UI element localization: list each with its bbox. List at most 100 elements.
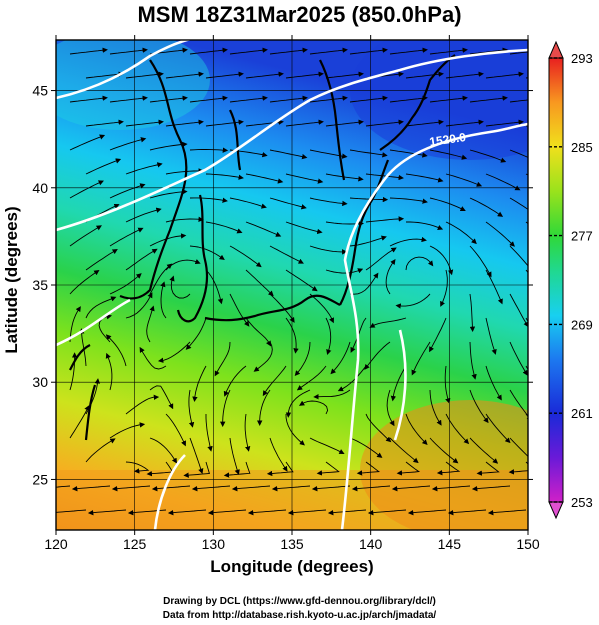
streamline xyxy=(429,149,468,160)
streamline xyxy=(309,245,348,255)
colorbar-min-arrow xyxy=(548,501,564,520)
streamline xyxy=(245,269,274,297)
streamline xyxy=(105,352,113,391)
streamline xyxy=(69,405,90,439)
streamline xyxy=(471,485,511,492)
streamline xyxy=(269,197,307,210)
streamline xyxy=(469,293,476,333)
streamline xyxy=(485,413,511,444)
streamline xyxy=(445,71,484,79)
streamline xyxy=(205,119,244,127)
streamline xyxy=(125,207,162,223)
coastlines xyxy=(69,54,456,441)
streamline xyxy=(429,389,442,426)
x-tick-label: 150 xyxy=(516,536,540,552)
streamline xyxy=(146,461,174,477)
streamline xyxy=(485,71,524,79)
streamline xyxy=(85,296,117,319)
x-tick-label: 130 xyxy=(202,536,226,552)
streamline xyxy=(69,225,102,247)
y-tick-label: 40 xyxy=(32,180,48,196)
streamline xyxy=(269,437,288,472)
streamline xyxy=(309,95,348,103)
streamline xyxy=(509,293,528,328)
streamline xyxy=(214,341,231,377)
streamline xyxy=(223,365,247,397)
streamline xyxy=(389,437,419,464)
streamline xyxy=(313,389,351,400)
streamline xyxy=(485,269,503,305)
streamline xyxy=(405,173,444,183)
streamline xyxy=(127,509,167,516)
streamline xyxy=(349,47,388,55)
streamline xyxy=(525,269,528,274)
streamline xyxy=(56,485,71,488)
streamline xyxy=(257,389,271,426)
streamline xyxy=(262,365,287,397)
streamline xyxy=(85,438,116,463)
colorbar-label: 253 xyxy=(571,495,593,510)
streamline xyxy=(429,197,466,212)
streamline xyxy=(109,273,142,295)
streamline xyxy=(223,461,251,478)
streamline xyxy=(183,461,210,478)
y-tick-label: 35 xyxy=(32,277,48,293)
streamline xyxy=(311,485,351,492)
streamline xyxy=(269,245,304,264)
streamline xyxy=(396,461,421,476)
streamline xyxy=(69,306,81,343)
streamline xyxy=(109,95,148,103)
streamline xyxy=(309,293,334,324)
streamline xyxy=(125,292,153,319)
streamline xyxy=(440,269,448,307)
streamline xyxy=(509,341,528,376)
streamline xyxy=(207,509,247,516)
streamline xyxy=(269,293,295,323)
streamline xyxy=(445,413,470,445)
credit-data: Data from http://database.rish.kyoto-u.a… xyxy=(162,610,437,621)
streamline xyxy=(151,485,191,492)
streamline xyxy=(125,461,150,474)
y-tick-label: 30 xyxy=(32,374,48,390)
streamline xyxy=(125,71,164,79)
streamline xyxy=(245,221,282,237)
streamline xyxy=(525,413,528,418)
streamline xyxy=(285,413,305,446)
wind-streamlines xyxy=(56,47,528,516)
x-axis-label: Longitude (degrees) xyxy=(210,557,374,576)
streamline xyxy=(245,173,284,184)
streamline xyxy=(309,47,348,55)
streamline xyxy=(189,147,229,153)
streamline xyxy=(69,47,108,55)
streamline xyxy=(444,365,451,404)
streamline xyxy=(125,162,163,175)
streamline xyxy=(365,119,404,127)
colorbar: 293 285 277 269 261 253 xyxy=(548,40,593,520)
y-tick-label: 25 xyxy=(32,471,48,487)
chart-title: MSM 18Z31Mar2025 (850.0hPa) xyxy=(137,2,462,27)
streamline xyxy=(109,47,148,55)
streamline xyxy=(509,149,528,158)
geopotential-contours xyxy=(56,40,528,530)
streamline xyxy=(245,317,272,347)
streamline xyxy=(294,341,311,377)
streamline xyxy=(429,317,447,353)
streamline xyxy=(69,270,100,295)
streamline xyxy=(429,437,459,464)
streamline xyxy=(269,149,308,160)
streamline xyxy=(85,119,124,127)
streamline xyxy=(111,485,151,492)
colorbar-gradient xyxy=(548,57,564,503)
colorbar-label: 261 xyxy=(571,406,593,421)
streamline xyxy=(431,485,471,492)
streamline xyxy=(157,341,191,363)
streamline xyxy=(469,197,504,217)
contour-labels: 1520.0 xyxy=(428,130,467,149)
streamline xyxy=(231,485,271,492)
streamline xyxy=(109,183,146,199)
streamline xyxy=(349,272,379,295)
streamline xyxy=(407,509,447,516)
streamline xyxy=(205,221,243,234)
streamline xyxy=(509,197,528,210)
streamline xyxy=(469,95,508,103)
